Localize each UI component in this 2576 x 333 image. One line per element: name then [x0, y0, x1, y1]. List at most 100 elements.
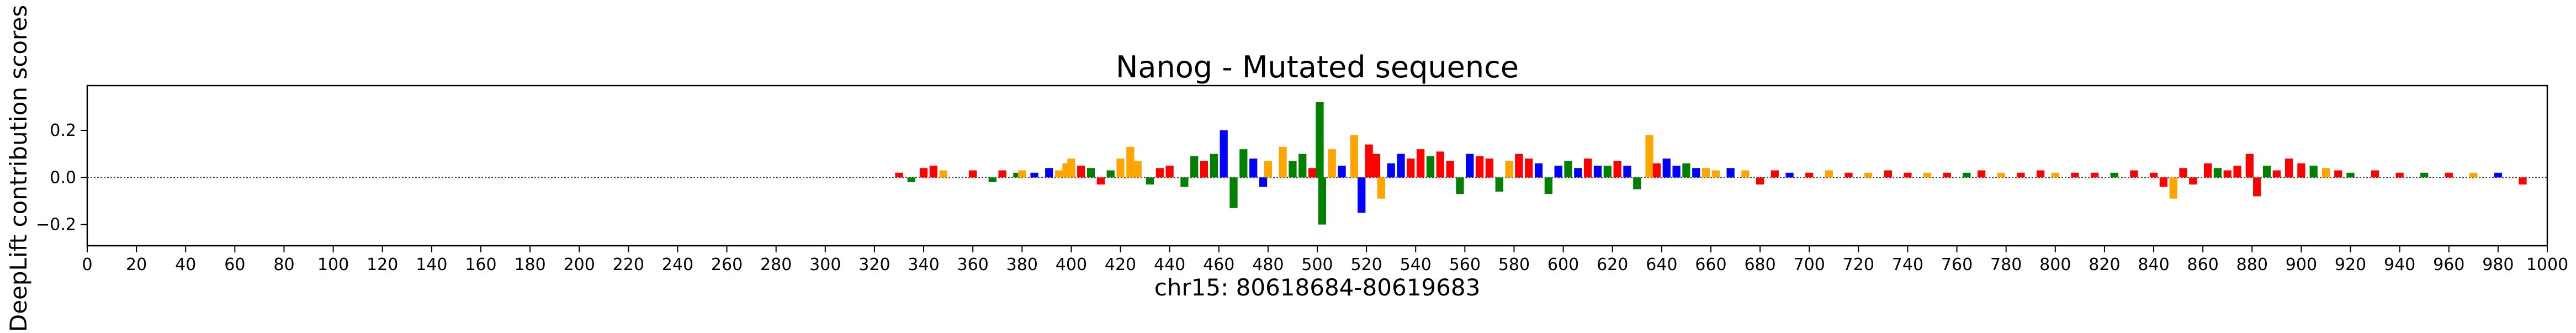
contribution-bar [1692, 168, 1700, 178]
contribution-bar [895, 172, 903, 178]
contribution-bar [1018, 170, 1026, 178]
contribution-bar [1279, 146, 1287, 178]
x-tick-label: 80 [273, 255, 294, 274]
contribution-bar [1485, 158, 1494, 178]
x-tick-label: 120 [367, 255, 398, 274]
contribution-bar [1574, 168, 1582, 178]
x-tick-label: 180 [514, 255, 545, 274]
chart-title: Nanog - Mutated sequence [1116, 50, 1519, 84]
contribution-bar [1977, 170, 1986, 178]
contribution-bar [1884, 170, 1892, 178]
contribution-bar [2494, 172, 2503, 178]
contribution-bar [2159, 177, 2167, 187]
contribution-bar [2149, 172, 2158, 178]
contribution-bar [2285, 158, 2293, 178]
x-tick-label: 800 [2039, 255, 2071, 274]
x-tick-label: 820 [2089, 255, 2120, 274]
x-tick-label: 280 [760, 255, 792, 274]
contribution-bar [1702, 168, 1710, 178]
contribution-bar [2297, 163, 2305, 178]
contribution-bar [1338, 166, 1346, 178]
contribution-bar [1613, 161, 1621, 178]
contribution-bar [2519, 177, 2527, 185]
y-tick-label: 0.0 [50, 168, 76, 187]
contribution-bar [1045, 168, 1053, 178]
x-tick-label: 560 [1449, 255, 1481, 274]
x-tick-label: 660 [1695, 255, 1726, 274]
contribution-bar [2223, 170, 2232, 178]
contribution-bar [1645, 135, 1653, 178]
contribution-bar [1844, 172, 1853, 178]
contribution-bar [1923, 172, 1932, 178]
x-tick-label: 260 [711, 255, 743, 274]
x-tick-label: 100 [317, 255, 349, 274]
contribution-bar [1210, 154, 1218, 178]
contribution-bar [1180, 177, 1189, 187]
x-tick-label: 200 [564, 255, 595, 274]
x-tick-label: 620 [1597, 255, 1628, 274]
x-tick-label: 880 [2236, 255, 2268, 274]
x-tick-label: 780 [1990, 255, 2022, 274]
contribution-bar [1525, 158, 1533, 178]
contribution-bar [1741, 170, 1750, 178]
x-tick-label: 900 [2286, 255, 2317, 274]
contribution-bar [1495, 177, 1503, 192]
contribution-bar [1785, 172, 1794, 178]
contribution-bar [1633, 177, 1641, 189]
contribution-bar [1190, 156, 1199, 178]
x-tick-label: 700 [1794, 255, 1825, 274]
x-tick-label: 520 [1350, 255, 1382, 274]
contribution-bar [1943, 172, 1951, 178]
contribution-bar [2071, 172, 2079, 178]
contribution-bar [988, 177, 997, 182]
x-tick-label: 600 [1547, 255, 1579, 274]
contribution-bar [2017, 172, 2025, 178]
y-tick-label: −0.2 [36, 215, 76, 235]
x-tick-label: 0 [82, 255, 92, 274]
x-tick-label: 720 [1843, 255, 1874, 274]
contribution-bar [1997, 172, 2005, 178]
contribution-bar [2189, 177, 2197, 185]
contribution-bar [1165, 166, 1174, 178]
contribution-bar [1756, 177, 1764, 185]
contribution-bar [1771, 170, 1779, 178]
contribution-bar [1133, 161, 1142, 178]
contribution-bar [2272, 170, 2281, 178]
contribution-bar [1067, 158, 1075, 178]
contribution-bar [1554, 166, 1562, 178]
contribution-bar [1446, 161, 1454, 178]
contribution-bar [1086, 168, 1095, 178]
x-tick-label: 680 [1744, 255, 1775, 274]
contribution-bar [1652, 163, 1661, 178]
contribution-bar [939, 170, 947, 178]
contribution-bar [1289, 161, 1297, 178]
contribution-bar [1156, 168, 1164, 178]
x-tick-label: 160 [465, 255, 496, 274]
contribution-bar [1126, 146, 1135, 178]
x-tick-label: 840 [2138, 255, 2169, 274]
contribution-bar [1584, 158, 1592, 178]
x-tick-label: 760 [1941, 255, 1973, 274]
x-tick-label: 480 [1252, 255, 1284, 274]
contribution-bar [2179, 168, 2187, 178]
contribution-bar [1662, 158, 1671, 178]
contribution-bar [1711, 170, 1720, 178]
contribution-bar [1259, 177, 1268, 187]
contribution-bar [2213, 168, 2222, 178]
contribution-bar [1805, 172, 1814, 178]
contribution-bar [1146, 177, 1154, 185]
contribution-bar [1436, 151, 1444, 178]
contribution-bar [1030, 172, 1038, 178]
contribution-bar [2371, 170, 2379, 178]
y-axis: −0.2 0.0 0.2 [36, 121, 87, 235]
contribution-bar [2245, 154, 2254, 178]
contribution-bar [1200, 161, 1209, 178]
contribution-bar [1365, 144, 1373, 178]
x-tick-label: 20 [126, 255, 147, 274]
contribution-bar [1264, 161, 1273, 178]
contribution-bar [1682, 163, 1690, 178]
contribution-bar [1350, 135, 1358, 178]
contribution-bar [1318, 177, 1327, 225]
x-tick-label: 860 [2187, 255, 2219, 274]
